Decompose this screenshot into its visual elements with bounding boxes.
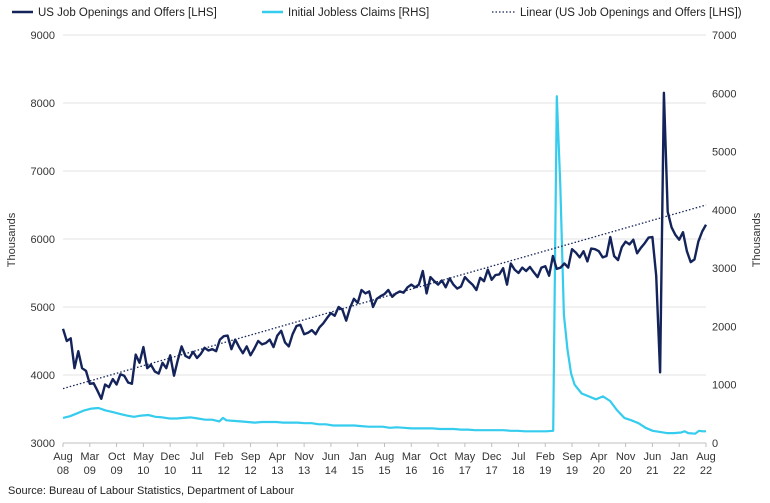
y-right-tick-label: 6000 — [712, 88, 736, 100]
x-tick-label-month: Feb — [536, 451, 555, 463]
x-tick-label-month: Nov — [294, 451, 314, 463]
x-tick-label-month: Sep — [562, 451, 582, 463]
x-tick-label-month: Oct — [108, 451, 125, 463]
x-tick-label-year: 15 — [378, 465, 390, 477]
x-tick-label-month: Jan — [670, 451, 688, 463]
y-left-tick-label: 5000 — [31, 302, 55, 314]
x-tick-label-year: 19 — [539, 465, 551, 477]
x-tick-label-month: Jun — [322, 451, 340, 463]
x-tick-label-year: 14 — [325, 465, 337, 477]
y-right-axis-title: Thousands — [751, 212, 763, 267]
x-tick-label-year: 18 — [512, 465, 524, 477]
x-tick-label-month: Mar — [402, 451, 421, 463]
x-tick-label-year: 15 — [352, 465, 364, 477]
x-tick-label-year: 13 — [271, 465, 283, 477]
x-tick-label-year: 13 — [298, 465, 310, 477]
x-tick-label-month: Aug — [53, 451, 73, 463]
x-tick-label-month: Dec — [160, 451, 180, 463]
y-right-tick-label: 0 — [712, 438, 718, 450]
y-right-tick-label: 5000 — [712, 147, 736, 159]
legend-label-trend: Linear (US Job Openings and Offers [LHS]… — [520, 7, 742, 19]
x-tick-label-month: Jan — [349, 451, 367, 463]
x-tick-label-month: Jul — [190, 451, 204, 463]
x-tick-label-year: 20 — [620, 465, 632, 477]
x-tick-label-month: Apr — [590, 451, 607, 463]
x-tick-label-year: 16 — [405, 465, 417, 477]
x-tick-label-year: 10 — [164, 465, 176, 477]
x-tick-label-month: Mar — [80, 451, 99, 463]
y-right-tick-label: 2000 — [712, 321, 736, 333]
x-tick-label-year: 22 — [700, 465, 712, 477]
x-tick-label-month: Aug — [375, 451, 395, 463]
x-tick-label-month: May — [454, 451, 475, 463]
x-tick-label-year: 09 — [110, 465, 122, 477]
x-tick-label-year: 08 — [57, 465, 69, 477]
x-tick-label-month: Jul — [511, 451, 525, 463]
x-tick-label-month: Apr — [269, 451, 286, 463]
y-left-tick-label: 9000 — [31, 30, 55, 42]
y-left-tick-label: 4000 — [31, 370, 55, 382]
x-tick-label-year: 11 — [191, 465, 202, 477]
x-tick-label-month: Nov — [616, 451, 636, 463]
source-note: Source: Bureau of Labour Statistics, Dep… — [8, 485, 294, 497]
x-tick-label-year: 21 — [646, 465, 658, 477]
series-job-openings-line — [61, 91, 708, 400]
y-right-ticks: 0 1000 2000 3000 4000 5000 6000 7000 — [712, 30, 736, 450]
x-tick-label-month: Aug — [696, 451, 716, 463]
series-jobless-claims-line — [62, 95, 706, 435]
legend: US Job Openings and Offers [LHS] Initial… — [12, 7, 742, 19]
y-left-axis-title: Thousands — [6, 212, 18, 267]
y-left-tick-label: 6000 — [31, 234, 55, 246]
y-left-ticks: 3000 4000 5000 6000 7000 8000 9000 — [31, 30, 55, 450]
x-tick-label-year: 20 — [593, 465, 605, 477]
x-tick-label-month: May — [133, 451, 154, 463]
x-tick-label-year: 12 — [244, 465, 256, 477]
x-tick-label-month: Jun — [644, 451, 662, 463]
legend-label-job-openings: US Job Openings and Offers [LHS] — [38, 7, 217, 19]
legend-label-jobless-claims: Initial Jobless Claims [RHS] — [288, 7, 429, 19]
x-tick-label-month: Sep — [241, 451, 261, 463]
x-ticks: Aug 08 Mar 09 Oct 09 May 10 Dec 10 Jul 11 Feb 12 Sep 12… — [53, 443, 716, 477]
x-tick-label-month: Dec — [482, 451, 502, 463]
y-right-tick-label: 3000 — [712, 263, 736, 275]
y-right-tick-label: 7000 — [712, 30, 736, 42]
x-tick-label-year: 09 — [84, 465, 96, 477]
x-tick-label-year: 19 — [566, 465, 578, 477]
x-tick-label-year: 22 — [673, 465, 685, 477]
plot-area — [61, 91, 708, 435]
y-left-tick-label: 3000 — [31, 438, 55, 450]
series-trend-line — [62, 204, 707, 390]
x-tick-label-year: 10 — [137, 465, 149, 477]
x-tick-label-year: 17 — [486, 465, 498, 477]
x-tick-label-year: 16 — [432, 465, 444, 477]
y-left-tick-label: 8000 — [31, 98, 55, 110]
x-tick-label-month: Oct — [430, 451, 447, 463]
y-right-tick-label: 4000 — [712, 205, 736, 217]
y-left-tick-label: 7000 — [31, 166, 55, 178]
x-tick-label-year: 12 — [218, 465, 230, 477]
x-tick-label-month: Feb — [214, 451, 233, 463]
y-right-tick-label: 1000 — [712, 380, 736, 392]
x-tick-label-year: 17 — [459, 465, 471, 477]
